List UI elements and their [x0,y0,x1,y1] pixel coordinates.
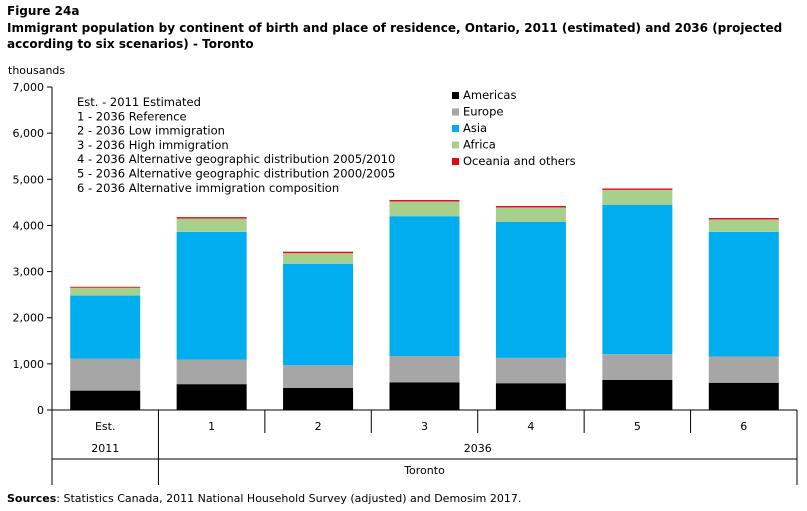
bar-oceania-and-others [495,206,566,208]
bar-asia [176,231,247,360]
scenario-annotation: 6 - 2036 Alternative immigration composi… [77,181,339,195]
legend-swatch [452,108,459,116]
scenario-annotation: 4 - 2036 Alternative geographic distribu… [77,152,395,166]
group-label: 2011 [91,442,119,455]
chart: thousands 0 1,000 2,000 3,000 4,000 5,000 6,000… [8,64,798,485]
bar-asia [495,221,566,358]
y-tick-label: 7,000 [13,81,45,94]
x-tick-label: 6 [740,420,747,433]
bar-americas [70,390,141,410]
bar-africa [708,219,779,232]
y-tick-label: 1,000 [13,358,45,371]
bar-africa [602,189,673,205]
legend-entry: Americas [463,88,516,102]
bar-africa [176,218,247,232]
bar-europe [602,354,673,381]
y-tick-label: 0 [37,404,44,417]
y-tick-label: 6,000 [13,127,45,140]
bar-oceania-and-others [708,218,779,220]
x-tick-label: 2 [315,420,322,433]
y-tick-label: 4,000 [13,219,45,232]
bar-europe [70,358,141,391]
chart-title: Immigrant population by continent of bir… [7,21,783,51]
bar-oceania-and-others [176,217,247,219]
bar-americas [602,380,673,410]
x-tick-label: Est. [95,420,116,433]
legend-swatch [452,92,459,99]
bar-oceania-and-others [602,188,673,190]
legend-entry: Africa [463,138,496,152]
legend-entry: Oceania and others [463,154,576,168]
sources-note: Sources: Statistics Canada, 2011 Nationa… [7,492,521,505]
scenario-annotation: Est. - 2011 Estimated [77,95,201,109]
figure-label: Figure 24a [7,4,80,18]
legend-entry: Asia [463,121,487,135]
bar-africa [495,207,566,222]
bar-americas [708,382,779,410]
legend-swatch [452,158,459,165]
x-tick-label: 3 [421,420,428,433]
bar-asia [389,216,460,357]
x-tick-label: 1 [208,420,215,433]
y-tick-label: 2,000 [13,312,45,325]
scenario-annotation: 3 - 2036 High immigration [77,138,229,152]
bar-africa [283,253,354,264]
bar-americas [495,383,566,410]
bar-africa [389,201,460,217]
bar-oceania-and-others [283,251,354,254]
legend-entry: Europe [463,105,503,119]
bar-oceania-and-others [389,200,460,202]
scenario-annotation: 1 - 2036 Reference [77,109,187,123]
bar-europe [283,365,354,388]
bar-europe [176,359,247,385]
x-tick-label: 5 [634,420,641,433]
bar-africa [70,287,141,296]
y-axis-label: thousands [8,64,65,77]
bar-americas [389,382,460,410]
sources-label: Sources [7,492,57,505]
y-tick-label: 5,000 [13,173,45,186]
bar-asia [602,204,673,355]
sources-text: : Statistics Canada, 2011 National House… [56,492,522,505]
bar-asia [708,231,779,357]
y-tick-label: 3,000 [13,266,45,279]
x-tick-label: 4 [527,420,534,433]
bar-europe [389,356,460,383]
bar-americas [283,387,354,410]
legend-swatch [452,125,459,132]
scenario-annotation: 5 - 2036 Alternative geographic distribu… [77,167,395,181]
group-label: 2036 [464,442,492,455]
bar-asia [283,263,354,366]
bar-europe [708,356,779,383]
scenario-annotation: 2 - 2036 Low immigration [77,124,225,138]
bar-europe [495,357,566,384]
bar-americas [176,384,247,410]
bar-asia [70,295,141,359]
bar-oceania-and-others [70,286,141,288]
region-label: Toronto [403,464,445,477]
legend-swatch [452,141,459,149]
